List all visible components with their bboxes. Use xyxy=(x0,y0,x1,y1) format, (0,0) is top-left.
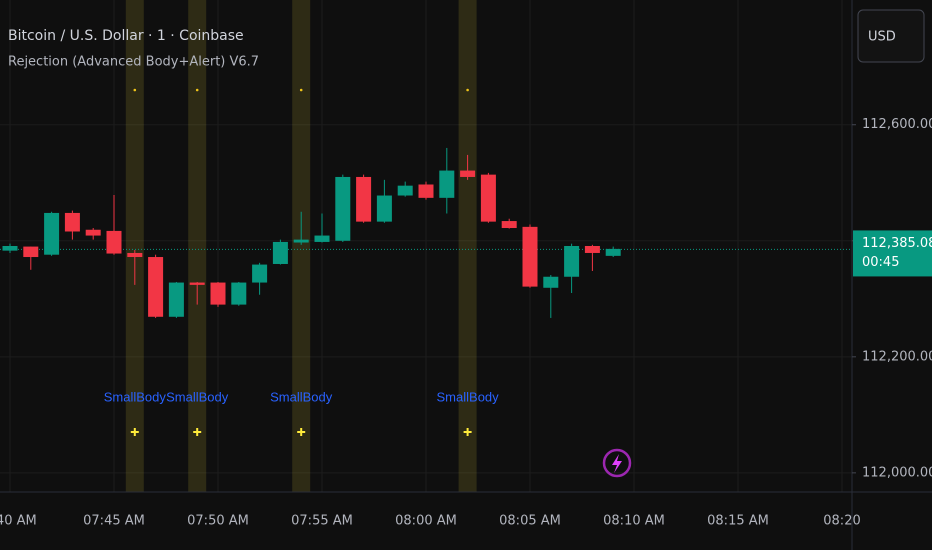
signal-dot xyxy=(466,88,469,92)
candle-body xyxy=(460,170,476,177)
signal-cross xyxy=(297,428,306,436)
candle-body xyxy=(127,252,143,258)
signal-bands: SmallBody SmallBody SmallBody SmallBody xyxy=(0,0,852,492)
signal-dot xyxy=(299,88,303,92)
signal-label: SmallBody xyxy=(104,389,167,404)
signal-cross xyxy=(463,428,472,436)
candle-body xyxy=(252,264,268,283)
signal-dot xyxy=(195,88,199,92)
candle-body xyxy=(314,235,330,242)
axes: 112,000.00112,200.00112,400.00112,600.00… xyxy=(0,117,932,528)
x-tick-label: 08:15 AM xyxy=(707,514,769,529)
candle-body xyxy=(418,184,434,198)
currency-button[interactable] xyxy=(857,9,925,63)
candle-body xyxy=(168,282,184,317)
x-tick-label: 08:10 AM xyxy=(603,514,665,529)
candle-body xyxy=(439,170,455,198)
indicator-name: Rejection (Advanced Body+Alert) V6.7 xyxy=(8,55,259,70)
candle-body xyxy=(85,229,101,236)
last-price-tag xyxy=(853,230,932,277)
x-tick-label: 07:55 AM xyxy=(291,514,353,529)
candle-body xyxy=(376,195,392,222)
x-tick-label: 08:00 AM xyxy=(395,514,457,529)
candles xyxy=(2,147,621,318)
x-tick-label: 07:50 AM xyxy=(187,514,249,529)
candle-body xyxy=(64,212,80,232)
candle-body xyxy=(605,248,621,256)
candle-body xyxy=(231,282,247,305)
signal-band xyxy=(292,0,311,492)
candle-body xyxy=(293,239,309,243)
signal-label: SmallBody xyxy=(166,389,229,404)
signal-label: SmallBody xyxy=(270,389,333,404)
x-tick-label: 07:45 AM xyxy=(83,514,145,529)
candle-body xyxy=(584,246,600,253)
candle-body xyxy=(148,257,164,317)
candle-body xyxy=(44,212,60,255)
y-tick-label: 112,000.00 xyxy=(862,465,932,480)
signal-band xyxy=(458,0,477,492)
x-tick-label: 08:05 AM xyxy=(499,514,561,529)
candle-body xyxy=(335,176,351,241)
candle-body xyxy=(210,282,226,305)
signal-cross xyxy=(193,428,202,436)
signal-band xyxy=(188,0,207,492)
candle-body xyxy=(522,226,538,287)
x-tick-label: 7:40 AM xyxy=(0,514,37,529)
candle-body xyxy=(543,276,559,288)
signal-label: SmallBody xyxy=(437,389,500,404)
x-tick-label: 08:20 xyxy=(823,514,860,529)
signal-band xyxy=(125,0,144,492)
chart-title: Bitcoin / U.S. Dollar · 1 · Coinbase xyxy=(8,28,244,44)
currency-label: USD xyxy=(868,30,896,45)
candle-body xyxy=(272,241,288,264)
candle-body xyxy=(356,176,372,222)
signal-cross xyxy=(130,428,139,436)
candle-body xyxy=(2,246,18,251)
countdown-label: 00:45 xyxy=(862,255,899,270)
y-tick-label: 112,200.00 xyxy=(862,349,932,364)
candle-body xyxy=(23,246,39,258)
candle-body xyxy=(106,230,122,254)
candle-body xyxy=(397,185,413,196)
y-tick-label: 112,600.00 xyxy=(862,117,932,132)
signal-dot xyxy=(133,88,137,92)
candle-body xyxy=(189,282,205,285)
last-price-label: 112,385.08 xyxy=(862,236,932,251)
candle-body xyxy=(564,246,580,277)
logo-icon xyxy=(602,448,632,478)
candle-body xyxy=(501,221,517,229)
candle-body xyxy=(480,174,496,222)
